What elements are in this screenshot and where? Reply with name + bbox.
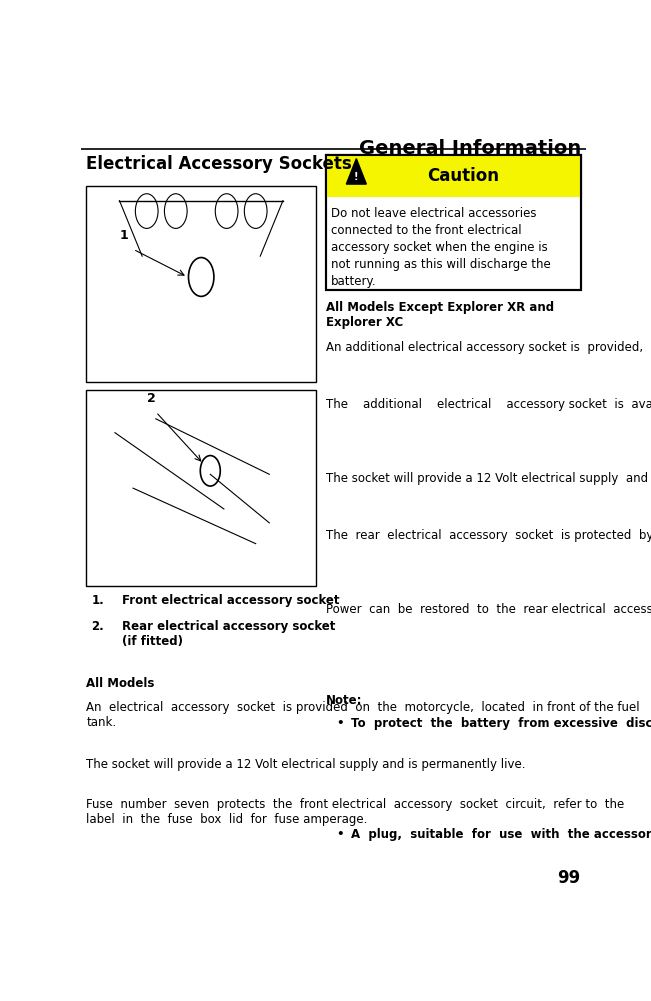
Text: General Information: General Information [359,139,581,158]
Text: •: • [336,718,344,731]
Text: 2: 2 [147,392,156,405]
FancyBboxPatch shape [326,155,581,197]
FancyBboxPatch shape [326,155,581,289]
Text: To  protect  the  battery  from excessive  discharge  while  using fitted  elect: To protect the battery from excessive di… [352,718,651,731]
Text: All Models Except Explorer XR and
Explorer XC: All Models Except Explorer XR and Explor… [326,301,554,329]
Text: Rear electrical accessory socket
(if fitted): Rear electrical accessory socket (if fit… [122,620,335,648]
Text: All Models: All Models [87,678,155,691]
Text: A  plug,  suitable  for  use  with  the accessory  socket,  is  available  from : A plug, suitable for use with the access… [352,829,651,842]
Text: Electrical Accessory Sockets: Electrical Accessory Sockets [87,155,352,173]
Text: The    additional    electrical    accessory socket  is  available  for  Explore: The additional electrical accessory sock… [326,398,651,411]
Text: Fuse  number  seven  protects  the  front electrical  accessory  socket  circuit: Fuse number seven protects the front ele… [87,798,628,826]
FancyBboxPatch shape [87,389,316,587]
Text: 99: 99 [558,869,581,887]
Text: Do not leave electrical accessories
connected to the front electrical
accessory : Do not leave electrical accessories conn… [331,207,551,288]
Text: 2.: 2. [91,620,104,633]
Polygon shape [346,158,367,184]
Text: 1: 1 [120,229,128,242]
Text: The  rear  electrical  accessory  socket  is protected  by  a  chassis  ECM,  wh: The rear electrical accessory socket is … [326,530,651,543]
Text: An additional electrical accessory socket is  provided,  located  on  the  left : An additional electrical accessory socke… [326,341,651,354]
FancyBboxPatch shape [326,155,581,197]
Text: Caution: Caution [428,166,499,184]
Text: The socket will provide a 12 Volt electrical supply  and  is  live  when  the  e: The socket will provide a 12 Volt electr… [326,472,651,485]
Text: Power  can  be  restored  to  the  rear electrical  accessory  socket  by  turni: Power can be restored to the rear electr… [326,604,651,617]
Text: Note:: Note: [326,695,363,708]
Text: Front electrical accessory socket: Front electrical accessory socket [122,595,339,608]
Text: !: ! [354,172,359,182]
Text: •: • [336,829,344,842]
Text: An  electrical  accessory  socket  is provided  on  the  motorcycle,  located  i: An electrical accessory socket is provid… [87,701,640,729]
Text: The socket will provide a 12 Volt electrical supply and is permanently live.: The socket will provide a 12 Volt electr… [87,758,526,771]
FancyBboxPatch shape [87,185,316,382]
Text: 1.: 1. [91,595,104,608]
